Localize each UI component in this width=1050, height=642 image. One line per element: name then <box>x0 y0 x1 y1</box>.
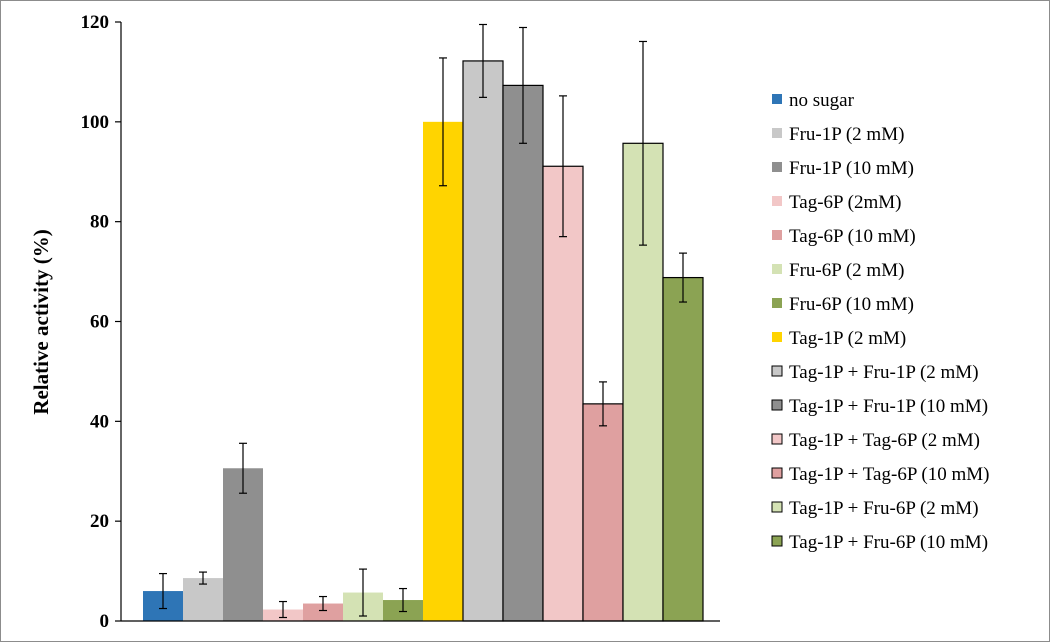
legend-label: no sugar <box>789 90 855 111</box>
legend-label: Tag-6P (10 mM) <box>789 226 916 247</box>
legend-label: Tag-1P + Fru-1P (2 mM) <box>789 362 979 383</box>
legend-label: Tag-6P (2mM) <box>789 192 901 213</box>
legend-swatch <box>772 94 782 104</box>
legend-label: Tag-1P + Fru-6P (2 mM) <box>789 498 979 519</box>
y-tick-label: 120 <box>81 12 110 33</box>
bar <box>183 578 223 621</box>
bar <box>303 603 343 621</box>
bar <box>542 165 584 622</box>
legend-swatch <box>771 365 783 377</box>
legend-swatch <box>772 230 782 240</box>
bar <box>502 84 544 622</box>
bar <box>582 403 624 622</box>
legend-swatch <box>771 467 783 479</box>
legend-swatch <box>772 298 782 308</box>
legend-label: Tag-1P + Tag-6P (10 mM) <box>789 464 990 485</box>
legend-swatch <box>772 332 782 342</box>
y-tick-label: 40 <box>90 411 109 432</box>
y-axis-title: Relative activity (%) <box>29 229 53 414</box>
bar <box>423 121 463 621</box>
legend: no sugar Fru-1P (2 mM) Fru-1P (10 mM) Tag-6… <box>771 90 990 553</box>
legend-label: Tag-1P (2 mM) <box>789 328 906 349</box>
y-axis: 0 20 40 60 80 100 120 <box>81 12 122 632</box>
y-tick-label: 80 <box>90 212 109 233</box>
legend-label: Fru-1P (10 mM) <box>789 158 914 179</box>
legend-label: Fru-6P (10 mM) <box>789 294 914 315</box>
y-tick-label: 60 <box>90 312 109 333</box>
legend-swatch <box>771 501 783 513</box>
legend-swatch <box>771 433 783 445</box>
bars <box>143 60 704 622</box>
legend-swatch <box>771 535 783 547</box>
bar <box>462 60 504 622</box>
legend-label: Fru-1P (2 mM) <box>789 124 904 145</box>
legend-swatch <box>772 162 782 172</box>
y-tick-label: 100 <box>81 112 110 133</box>
legend-swatch <box>771 399 783 411</box>
legend-swatch <box>772 196 782 206</box>
error-bars <box>121 23 720 622</box>
y-tick-label: 20 <box>90 511 109 532</box>
legend-swatch <box>772 264 782 274</box>
y-tick-label: 0 <box>100 611 110 632</box>
bar <box>662 276 704 622</box>
legend-label: Fru-6P (2 mM) <box>789 260 904 281</box>
legend-swatch <box>772 128 782 138</box>
legend-label: Tag-1P + Fru-6P (10 mM) <box>789 532 988 553</box>
legend-label: Tag-1P + Fru-1P (10 mM) <box>789 396 988 417</box>
legend-label: Tag-1P + Tag-6P (2 mM) <box>789 430 980 451</box>
